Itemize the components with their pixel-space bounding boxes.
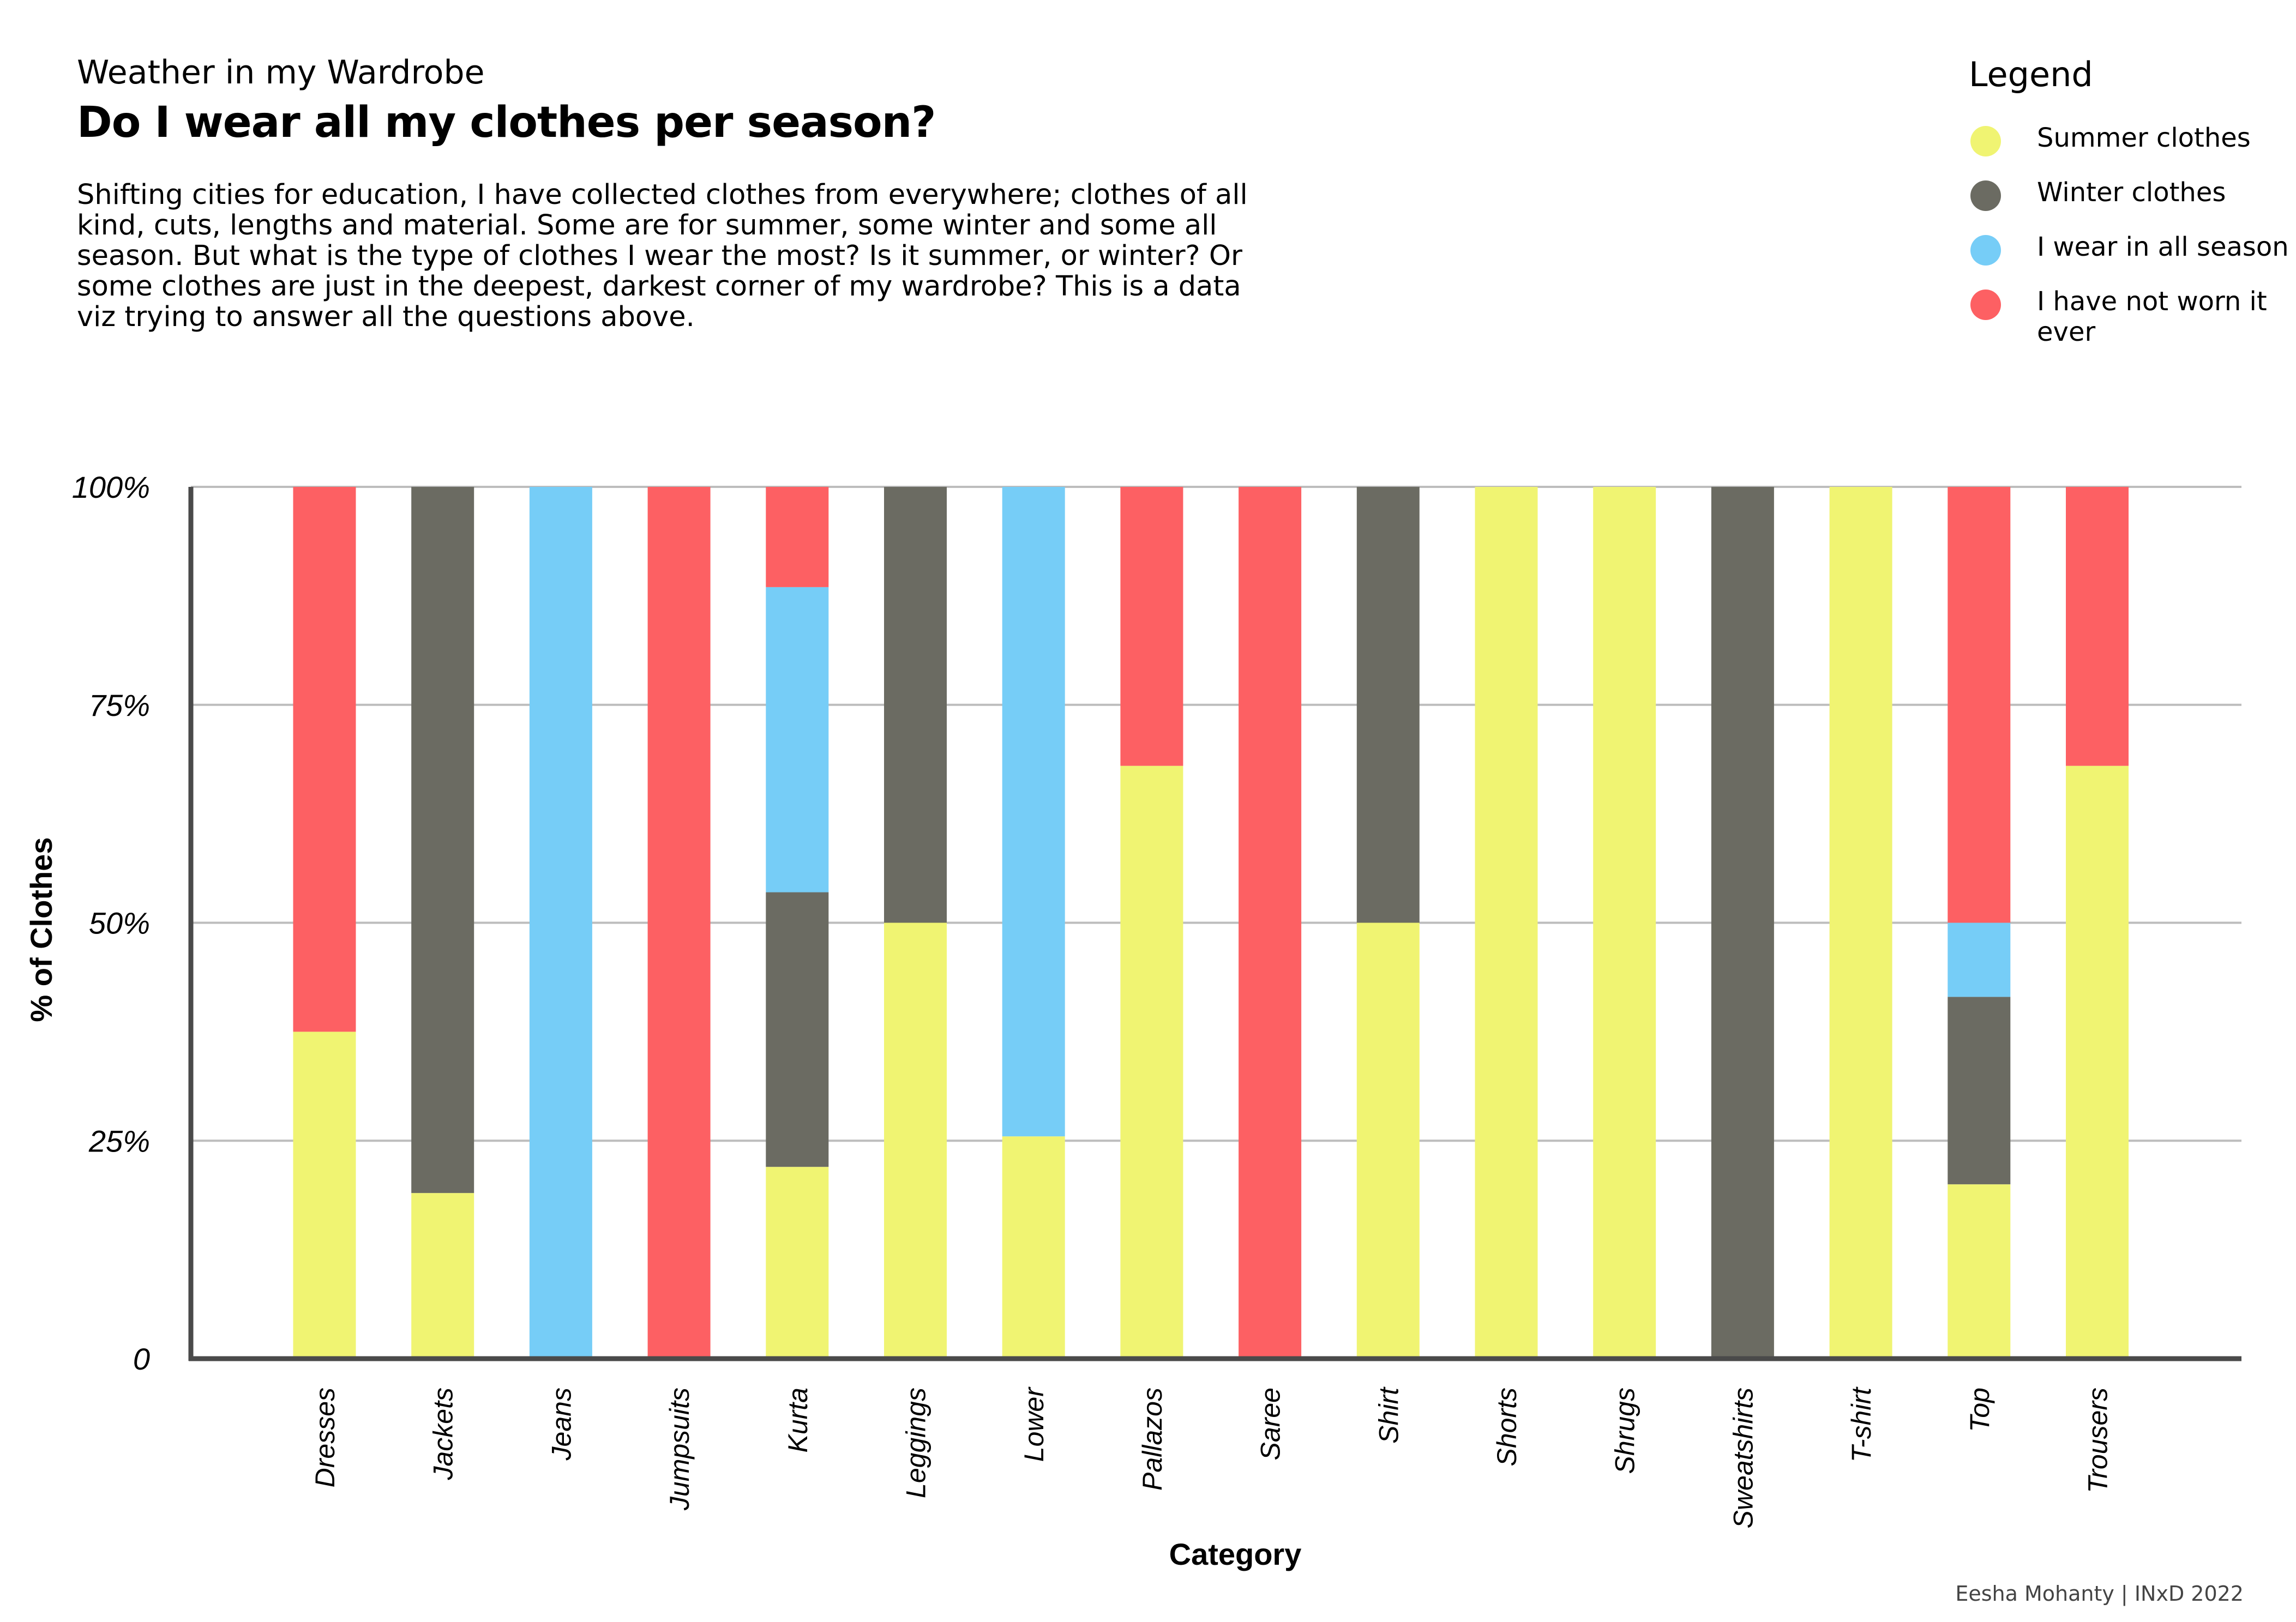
- bar-segment: [293, 1032, 356, 1359]
- legend: Legend Summer clothes Winter clothes I w…: [1969, 55, 2296, 347]
- legend-item-all-season: I wear in all season: [1969, 225, 2296, 280]
- chart-title: Do I wear all my clothes per season?: [77, 98, 936, 147]
- chart-description: Shifting cities for education, I have co…: [77, 179, 1248, 333]
- bar-segment: [1356, 922, 1420, 1359]
- bar-segment: [884, 487, 947, 923]
- bar-segment: [411, 1193, 474, 1359]
- legend-item-not-worn: I have not worn it ever: [1969, 280, 2296, 347]
- x-tick-label: T-shirt: [1846, 1386, 1877, 1462]
- legend-label-not-worn: I have not worn it ever: [2037, 286, 2267, 347]
- bar-segment: [1948, 997, 2011, 1185]
- legend-swatch-not-worn: [1970, 290, 2001, 320]
- bar-segment: [1002, 487, 1065, 1137]
- bar-segment: [1948, 487, 2011, 923]
- bar-segment: [1711, 487, 1774, 1359]
- footer-credit: Eesha Mohanty | INxD 2022: [1955, 1582, 2244, 1606]
- x-tick-label: Sweatshirts: [1728, 1388, 1758, 1528]
- bar-segment: [2066, 765, 2129, 1359]
- legend-label-all-season: I wear in all season: [2037, 232, 2289, 262]
- x-axis-label: Category: [1169, 1537, 1302, 1571]
- x-tick-label: Kurta: [783, 1388, 813, 1453]
- legend-label-summer: Summer clothes: [2037, 123, 2251, 153]
- bar-segment: [1239, 487, 1302, 1359]
- bar-segment: [1002, 1136, 1065, 1359]
- bar-segment: [411, 487, 474, 1193]
- y-tick-label: 100%: [72, 470, 150, 504]
- bars: [293, 487, 2129, 1359]
- x-tick-label: Saree: [1255, 1388, 1286, 1460]
- bar-segment: [766, 1167, 829, 1359]
- x-tick-label: Dresses: [310, 1388, 340, 1487]
- bar-segment: [1475, 487, 1538, 1359]
- x-tick-label: Top: [1964, 1388, 1995, 1432]
- bar-segment: [1829, 487, 1892, 1359]
- y-axis-label: % of Clothes: [24, 837, 58, 1022]
- x-tick-label: Jumpsuits: [664, 1388, 695, 1511]
- bar-segment: [1356, 487, 1420, 923]
- x-tick-label: Leggings: [901, 1388, 931, 1498]
- gridlines: [191, 486, 2241, 1142]
- bar-segment: [1120, 765, 1183, 1359]
- legend-swatch-winter: [1970, 180, 2001, 211]
- legend-item-summer: Summer clothes: [1969, 116, 2296, 171]
- bar-segment: [2066, 487, 2129, 766]
- x-tick-label: Shorts: [1492, 1388, 1522, 1467]
- bar-segment: [766, 587, 829, 893]
- x-tick-label: Pallazos: [1137, 1388, 1168, 1491]
- bar-segment: [1948, 922, 2011, 997]
- legend-swatch-all-season: [1970, 235, 2001, 266]
- x-tick-label: Shrugs: [1610, 1388, 1640, 1474]
- bar-segment: [293, 487, 356, 1032]
- tick-labels: 0 25% 50% 75% 100% Dresses Jackets Jeans Jumpsui…: [72, 470, 2113, 1528]
- legend-title: Legend: [1969, 55, 2093, 94]
- bar-segment: [529, 487, 592, 1359]
- x-tick-label: Shirt: [1373, 1386, 1404, 1444]
- bar-segment: [884, 922, 947, 1359]
- y-tick-label: 75%: [89, 688, 150, 722]
- bar-segment: [1120, 487, 1183, 766]
- y-tick-label: 25%: [88, 1124, 150, 1158]
- axes: [188, 487, 2241, 1361]
- legend-item-winter: Winter clothes: [1969, 171, 2296, 225]
- x-tick-label: Lower: [1019, 1386, 1049, 1462]
- x-tick-label: Trousers: [2083, 1388, 2113, 1493]
- x-tick-label: Jackets: [428, 1388, 459, 1481]
- chart-subtitle: Weather in my Wardrobe: [77, 53, 485, 92]
- bar-segment: [766, 487, 829, 587]
- bar-segment: [1593, 487, 1656, 1359]
- legend-label-winter: Winter clothes: [2037, 177, 2226, 208]
- x-tick-label: Jeans: [546, 1388, 576, 1461]
- y-tick-label: 50%: [89, 906, 150, 940]
- y-tick-label: 0: [133, 1342, 150, 1376]
- legend-swatch-summer: [1970, 126, 2001, 156]
- bar-segment: [647, 487, 711, 1359]
- bar-segment: [766, 892, 829, 1167]
- bar-segment: [1948, 1184, 2011, 1359]
